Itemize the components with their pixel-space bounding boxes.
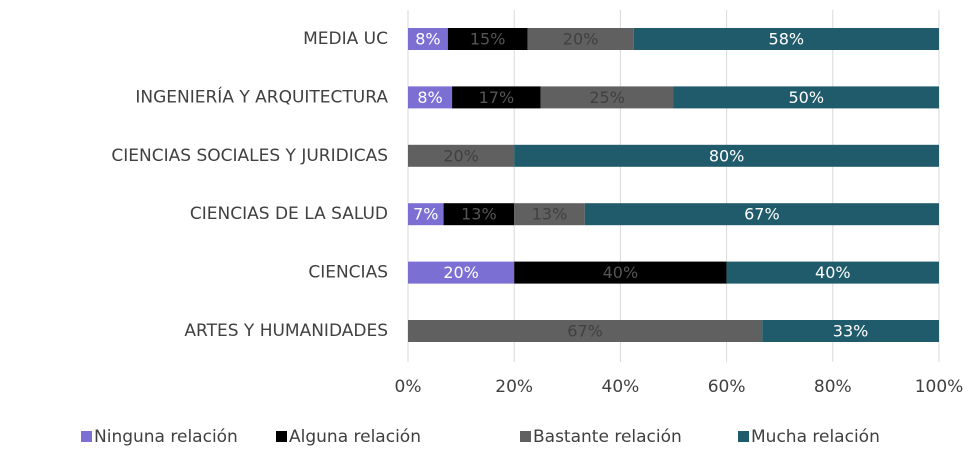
bar-segment bbox=[540, 86, 674, 109]
legend-swatch bbox=[81, 431, 92, 442]
value-label: 40% bbox=[603, 263, 639, 282]
value-label: 17% bbox=[479, 88, 515, 107]
bar-segment bbox=[408, 203, 444, 226]
value-label: 50% bbox=[788, 88, 824, 107]
bar-segment bbox=[633, 28, 939, 50]
value-label: 8% bbox=[415, 30, 440, 49]
bar-segment bbox=[584, 203, 939, 226]
legend-label: Ninguna relación bbox=[94, 427, 238, 447]
x-tick-label: 0% bbox=[395, 377, 422, 397]
bar-segment bbox=[673, 86, 939, 109]
category-label: CIENCIAS SOCIALES Y JURIDICAS bbox=[111, 146, 388, 166]
bar-segment bbox=[527, 28, 634, 50]
value-label: 67% bbox=[567, 322, 603, 341]
value-label: 33% bbox=[833, 322, 869, 341]
bar-segment bbox=[514, 203, 585, 226]
value-label: 40% bbox=[815, 263, 851, 282]
value-label: 20% bbox=[443, 146, 479, 165]
value-label: 80% bbox=[709, 146, 745, 165]
legend-swatch bbox=[276, 431, 287, 442]
legend-swatch bbox=[520, 431, 531, 442]
value-label: 25% bbox=[589, 88, 625, 107]
value-label: 20% bbox=[563, 30, 599, 49]
value-label: 13% bbox=[532, 205, 568, 224]
legend-label: Bastante relación bbox=[533, 427, 682, 447]
legend-swatch bbox=[738, 431, 749, 442]
category-label: ARTES Y HUMANIDADES bbox=[184, 321, 388, 341]
legend-label: Mucha relación bbox=[751, 427, 880, 447]
bar-segment bbox=[514, 144, 939, 167]
value-label: 15% bbox=[470, 30, 506, 49]
category-label: INGENIERÍA Y ARQUITECTURA bbox=[135, 85, 388, 107]
category-label: MEDIA UC bbox=[303, 29, 388, 49]
x-tick-label: 20% bbox=[495, 377, 533, 397]
bar-segment bbox=[762, 320, 939, 342]
x-tick-label: 60% bbox=[708, 377, 746, 397]
value-label: 7% bbox=[413, 205, 438, 224]
x-tick-label: 40% bbox=[602, 377, 640, 397]
x-tick-label: 100% bbox=[915, 377, 964, 397]
value-label: 67% bbox=[744, 205, 780, 224]
bar-segment bbox=[408, 261, 515, 284]
category-label: CIENCIAS DE LA SALUD bbox=[190, 204, 388, 224]
bar-segment bbox=[514, 261, 727, 284]
bar-segment bbox=[443, 203, 515, 226]
bar-segment bbox=[408, 320, 763, 342]
bar-segment bbox=[408, 28, 448, 50]
category-label: CIENCIAS bbox=[308, 263, 388, 283]
value-label: 20% bbox=[443, 263, 479, 282]
bar-segment bbox=[452, 86, 541, 109]
x-tick-label: 80% bbox=[814, 377, 852, 397]
value-label: 13% bbox=[461, 205, 497, 224]
value-label: 8% bbox=[417, 88, 442, 107]
value-label: 58% bbox=[769, 30, 805, 49]
legend-label: Alguna relación bbox=[289, 427, 421, 447]
bar-segment bbox=[408, 86, 453, 109]
bar-segment bbox=[447, 28, 528, 50]
bar-segment bbox=[408, 144, 515, 167]
bar-segment bbox=[726, 261, 939, 284]
